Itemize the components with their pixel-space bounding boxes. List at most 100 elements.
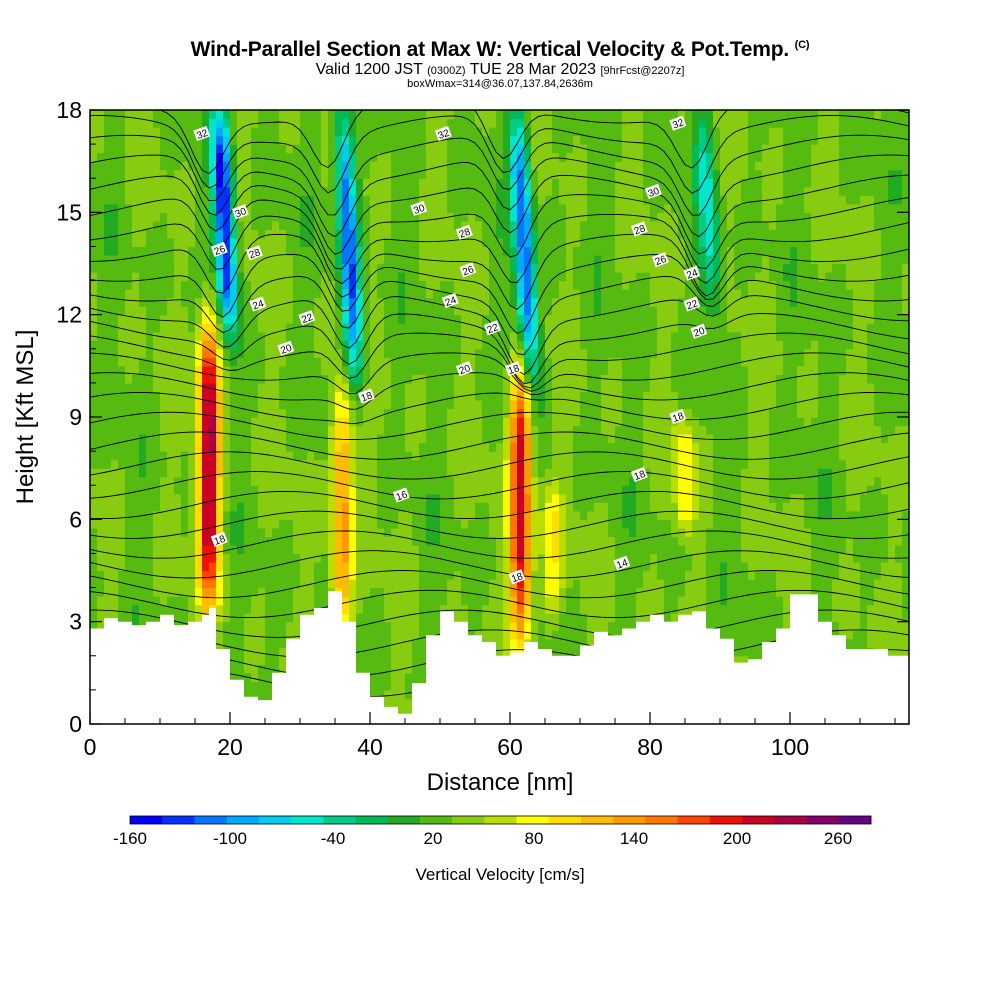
- velocity-cell: [538, 161, 546, 171]
- velocity-cell: [139, 357, 147, 367]
- velocity-cell: [552, 246, 560, 256]
- velocity-cell: [300, 485, 308, 495]
- velocity-cell: [454, 391, 462, 401]
- velocity-cell: [286, 331, 294, 341]
- velocity-cell: [237, 263, 245, 273]
- velocity-cell: [412, 613, 420, 623]
- velocity-cell: [391, 468, 399, 478]
- velocity-cell: [216, 280, 224, 290]
- velocity-cell: [104, 331, 112, 341]
- velocity-cell: [517, 536, 525, 546]
- velocity-cell: [146, 536, 154, 546]
- velocity-cell: [279, 186, 287, 196]
- velocity-cell: [118, 220, 126, 230]
- velocity-cell: [370, 630, 378, 640]
- velocity-cell: [496, 391, 504, 401]
- velocity-cell: [454, 561, 462, 572]
- velocity-cell: [405, 647, 413, 657]
- velocity-cell: [356, 630, 364, 640]
- velocity-cell: [328, 169, 336, 179]
- velocity-cell: [286, 613, 294, 623]
- velocity-cell: [503, 544, 511, 555]
- velocity-cell: [370, 348, 378, 358]
- velocity-cell: [496, 527, 504, 537]
- velocity-cell: [244, 621, 252, 631]
- velocity-cell: [300, 476, 308, 486]
- velocity-cell: [419, 152, 427, 162]
- velocity-cell: [216, 186, 224, 196]
- velocity-cell: [412, 442, 420, 452]
- velocity-cell: [300, 382, 308, 393]
- velocity-cell: [293, 391, 301, 401]
- velocity-cell: [139, 417, 147, 427]
- velocity-cell: [223, 127, 231, 137]
- velocity-cell: [342, 331, 350, 341]
- velocity-cell: [90, 510, 98, 520]
- velocity-cell: [216, 289, 224, 299]
- velocity-cell: [510, 135, 518, 145]
- velocity-cell: [251, 169, 259, 179]
- velocity-cell: [475, 510, 483, 520]
- velocity-cell: [566, 229, 574, 239]
- velocity-cell: [496, 425, 504, 435]
- velocity-cell: [538, 331, 546, 341]
- velocity-cell: [258, 357, 266, 367]
- velocity-cell: [188, 604, 196, 614]
- velocity-cell: [209, 408, 217, 418]
- velocity-cell: [545, 442, 553, 452]
- velocity-cell: [545, 110, 553, 120]
- velocity-cell: [440, 570, 448, 580]
- velocity-cell: [349, 485, 357, 495]
- velocity-cell: [489, 254, 497, 265]
- velocity-cell: [251, 621, 259, 631]
- velocity-cell: [482, 442, 490, 452]
- velocity-cell: [90, 186, 98, 196]
- chart-subtitle: Valid 1200 JST (0300Z) TUE 28 Mar 2023 […: [0, 61, 1000, 79]
- velocity-cell: [230, 391, 238, 401]
- velocity-cell: [342, 348, 350, 358]
- velocity-cell: [195, 186, 203, 196]
- velocity-cell: [398, 621, 406, 631]
- velocity-cell: [237, 493, 245, 503]
- velocity-cell: [104, 399, 112, 410]
- velocity-cell: [559, 408, 567, 418]
- velocity-cell: [545, 118, 553, 128]
- velocity-cell: [419, 178, 427, 188]
- velocity-cell: [307, 161, 315, 171]
- velocity-cell: [118, 374, 126, 384]
- velocity-cell: [223, 110, 231, 120]
- velocity-cell: [468, 280, 476, 290]
- velocity-cell: [251, 272, 259, 282]
- velocity-cell: [188, 510, 196, 520]
- velocity-cell: [195, 604, 203, 614]
- velocity-cell: [237, 527, 245, 537]
- velocity-cell: [174, 178, 182, 188]
- velocity-cell: [258, 374, 266, 384]
- velocity-cell: [216, 596, 224, 606]
- velocity-cell: [230, 570, 238, 580]
- velocity-cell: [251, 161, 259, 171]
- velocity-cell: [230, 485, 238, 495]
- velocity-cell: [237, 272, 245, 282]
- velocity-cell: [230, 152, 238, 162]
- velocity-cell: [412, 306, 420, 316]
- velocity-cell: [272, 570, 280, 580]
- velocity-cell: [489, 519, 497, 529]
- velocity-cell: [223, 621, 231, 631]
- velocity-cell: [328, 365, 336, 375]
- velocity-cell: [510, 348, 518, 358]
- velocity-cell: [412, 152, 420, 162]
- velocity-cell: [517, 272, 525, 282]
- velocity-cell: [244, 519, 252, 529]
- velocity-cell: [223, 579, 231, 589]
- velocity-cell: [195, 340, 203, 350]
- velocity-cell: [174, 306, 182, 316]
- velocity-cell: [426, 536, 434, 546]
- velocity-cell: [160, 246, 168, 256]
- velocity-cell: [552, 254, 560, 265]
- velocity-cell: [538, 544, 546, 555]
- velocity-cell: [447, 587, 455, 597]
- velocity-cell: [461, 399, 469, 410]
- velocity-cell: [412, 638, 420, 648]
- velocity-cell: [202, 306, 210, 316]
